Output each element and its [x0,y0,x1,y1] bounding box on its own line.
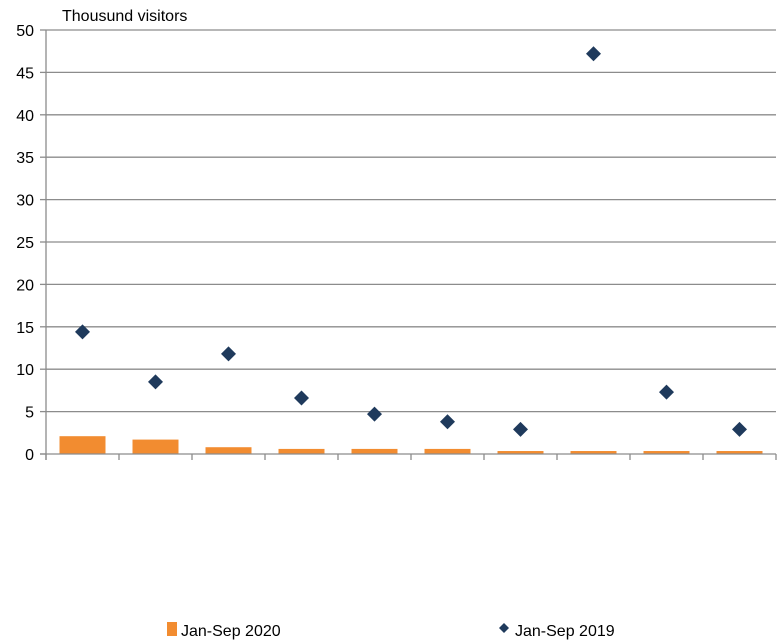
bar [643,451,690,454]
data-point [732,421,747,437]
y-axis-title: Thousund visitors [62,8,187,25]
data-point [586,46,601,62]
bar [205,447,252,454]
y-tick-label: 50 [16,23,34,40]
legend-marker-jan-sep-2019 [499,623,509,633]
y-tick-label: 45 [16,65,34,82]
bar [59,436,106,454]
y-tick-label: 20 [16,277,34,294]
legend-swatch-jan-sep-2020 [167,622,177,636]
y-tick-label: 40 [16,108,34,125]
y-tick-label: 25 [16,235,34,252]
y-tick-label: 0 [25,447,34,464]
y-tick-label: 30 [16,193,34,210]
legend-label-jan-sep-2020: Jan-Sep 2020 [181,623,281,640]
data-point [367,406,382,422]
data-point [75,324,90,340]
gridlines [46,29,776,413]
bar [716,451,763,454]
y-tick-label: 10 [16,362,34,379]
y-tick-labels: 0 5 10 15 20 25 30 35 40 45 50 [16,23,34,464]
bar [132,439,179,454]
data-point [513,421,528,437]
bar-series [59,436,763,454]
legend-label-jan-sep-2019: Jan-Sep 2019 [515,623,615,640]
data-point [659,384,674,400]
axes [40,29,777,460]
y-tick-label: 5 [25,405,34,422]
bar [497,451,544,454]
bar [424,448,471,454]
data-point [148,374,163,390]
point-series [75,46,747,437]
data-point [294,390,309,406]
bar [351,448,398,454]
legend: Jan-Sep 2020 Jan-Sep 2019 [167,622,615,640]
y-tick-label: 15 [16,320,34,337]
bar [278,448,325,454]
y-tick-label: 35 [16,150,34,167]
data-point [221,346,236,362]
bar [570,451,617,454]
data-point [440,414,455,430]
